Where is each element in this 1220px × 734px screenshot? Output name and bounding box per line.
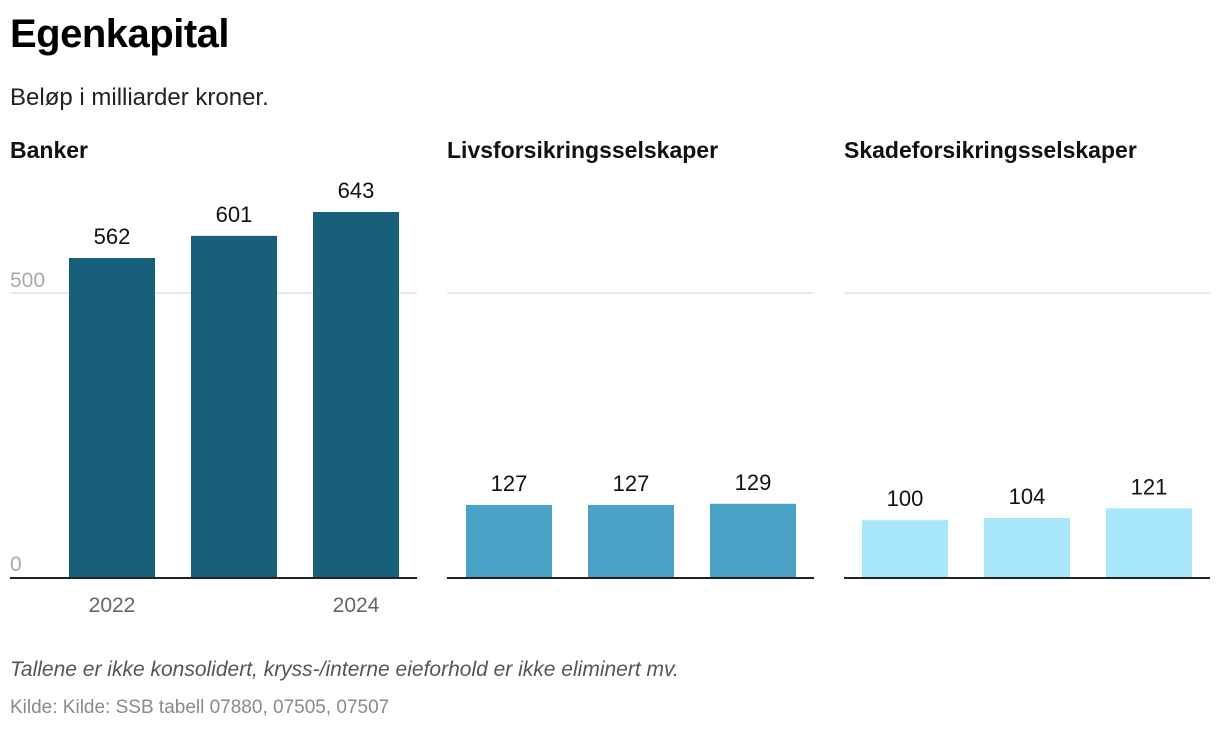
footnote: Tallene er ikke konsolidert, kryss-/inte… xyxy=(10,658,679,681)
x-tick-label: 2022 xyxy=(89,594,136,617)
bar xyxy=(862,520,948,577)
panel-title: Skadeforsikringsselskaper xyxy=(844,137,1137,163)
data-label: 129 xyxy=(735,470,772,495)
y-tick-label: 500 xyxy=(10,269,45,292)
data-label: 121 xyxy=(1131,474,1168,499)
data-label: 127 xyxy=(613,471,650,496)
panel-title: Banker xyxy=(10,137,88,163)
data-label: 104 xyxy=(1009,484,1046,509)
bar xyxy=(710,503,796,577)
bar xyxy=(466,504,552,577)
chart-subtitle: Beløp i milliarder kroner. xyxy=(10,84,269,111)
bar xyxy=(69,257,155,577)
bar xyxy=(984,517,1070,577)
chart-title: Egenkapital xyxy=(10,12,230,56)
bar xyxy=(191,235,277,577)
data-label: 643 xyxy=(338,178,375,203)
panel-title: Livsforsikringsselskaper xyxy=(447,137,718,163)
bar xyxy=(313,212,399,577)
bar xyxy=(1106,508,1192,577)
data-label: 100 xyxy=(887,486,924,511)
data-label: 127 xyxy=(491,471,528,496)
data-label: 562 xyxy=(94,224,131,249)
source-note: Kilde: Kilde: SSB tabell 07880, 07505, 0… xyxy=(10,697,390,718)
bar xyxy=(588,504,674,577)
x-tick-label: 2024 xyxy=(333,594,380,617)
y-tick-label: 0 xyxy=(10,553,22,576)
data-label: 601 xyxy=(216,202,253,227)
